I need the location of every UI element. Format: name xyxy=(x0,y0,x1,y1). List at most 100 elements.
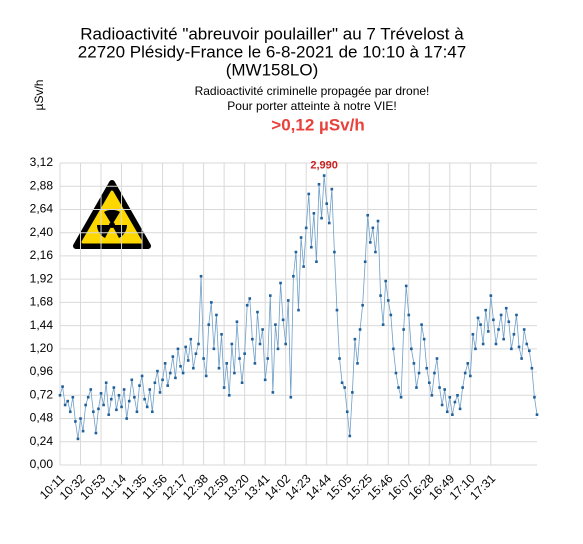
data-point xyxy=(438,386,441,389)
data-point xyxy=(394,371,398,375)
data-point xyxy=(210,301,213,304)
y-tick-label: 0,48 xyxy=(30,411,54,425)
data-point xyxy=(174,376,177,380)
data-point xyxy=(238,357,241,360)
data-point xyxy=(107,413,111,416)
data-point xyxy=(192,366,195,370)
data-point xyxy=(384,279,387,283)
data-point xyxy=(366,213,370,217)
data-point xyxy=(79,417,82,420)
data-point xyxy=(494,342,498,346)
data-point xyxy=(294,250,298,254)
data-point xyxy=(148,388,152,391)
data-point xyxy=(181,371,185,375)
data-point xyxy=(63,403,67,407)
data-point xyxy=(417,371,421,375)
data-point xyxy=(486,330,490,333)
data-point xyxy=(66,399,69,403)
y-tick-label: 1,68 xyxy=(30,295,54,309)
data-point xyxy=(153,381,157,385)
data-point xyxy=(325,202,329,205)
data-point xyxy=(533,395,536,399)
data-point xyxy=(356,362,359,365)
data-point xyxy=(176,347,180,351)
data-point xyxy=(440,403,444,407)
data-point xyxy=(304,226,308,230)
y-tick-label: 0,24 xyxy=(30,434,54,448)
data-point xyxy=(256,310,259,314)
y-tick-label: 0,72 xyxy=(30,387,54,401)
data-point xyxy=(425,366,429,370)
data-point xyxy=(215,313,218,317)
data-point xyxy=(435,357,439,360)
data-point xyxy=(317,182,321,186)
value-label: 2,990 xyxy=(310,159,338,171)
data-point xyxy=(94,431,98,435)
y-tick-label: 2,16 xyxy=(30,248,54,262)
data-point xyxy=(302,265,305,268)
data-point xyxy=(358,328,362,331)
data-point xyxy=(397,386,400,389)
data-point xyxy=(179,364,182,368)
data-point xyxy=(479,323,482,326)
y-tick-label: 1,44 xyxy=(30,318,54,332)
data-point xyxy=(99,392,103,395)
data-point xyxy=(117,394,121,397)
data-point xyxy=(448,395,452,399)
annotation: >0,12 µSv/h xyxy=(271,115,364,134)
data-point xyxy=(227,394,231,397)
data-point xyxy=(89,388,93,391)
data-point xyxy=(535,413,539,416)
data-point xyxy=(233,371,236,375)
data-point xyxy=(381,323,385,326)
data-point xyxy=(320,216,323,220)
y-tick-label: 2,88 xyxy=(30,178,54,192)
y-tick-label: 2,40 xyxy=(30,225,54,239)
data-point xyxy=(345,410,349,414)
data-point xyxy=(469,374,472,378)
data-point xyxy=(186,359,190,362)
data-point xyxy=(456,394,459,397)
data-point xyxy=(243,352,246,355)
data-point xyxy=(81,429,85,433)
data-point xyxy=(471,333,475,336)
data-point xyxy=(484,308,488,312)
data-point xyxy=(212,347,216,351)
data-point xyxy=(143,397,146,401)
data-point xyxy=(466,362,470,365)
data-point xyxy=(68,410,72,414)
data-point xyxy=(266,357,270,360)
data-point xyxy=(399,395,403,399)
data-point xyxy=(135,410,139,414)
data-point xyxy=(204,374,208,378)
data-point xyxy=(476,316,480,320)
data-point xyxy=(422,337,426,341)
data-point xyxy=(312,212,316,215)
data-point xyxy=(268,294,272,297)
radiation-icon xyxy=(73,180,151,249)
data-point xyxy=(207,323,211,326)
data-point xyxy=(507,320,511,324)
data-point xyxy=(515,313,518,317)
y-axis-label: µSv/h xyxy=(32,80,46,111)
data-point xyxy=(279,281,282,285)
data-point xyxy=(520,357,523,360)
data-point xyxy=(145,405,149,409)
data-point xyxy=(102,403,105,407)
data-point xyxy=(120,405,123,409)
y-tick-label: 1,92 xyxy=(30,271,54,285)
data-point xyxy=(297,308,300,312)
data-point xyxy=(412,362,416,365)
data-point xyxy=(512,333,516,336)
data-point xyxy=(389,313,393,317)
data-point xyxy=(138,384,141,387)
data-point xyxy=(415,386,418,389)
data-point xyxy=(451,413,454,416)
data-point xyxy=(374,250,377,254)
data-point xyxy=(166,384,170,387)
data-point xyxy=(248,297,252,300)
data-point xyxy=(74,420,77,423)
data-point xyxy=(225,362,228,365)
data-point xyxy=(407,313,411,317)
